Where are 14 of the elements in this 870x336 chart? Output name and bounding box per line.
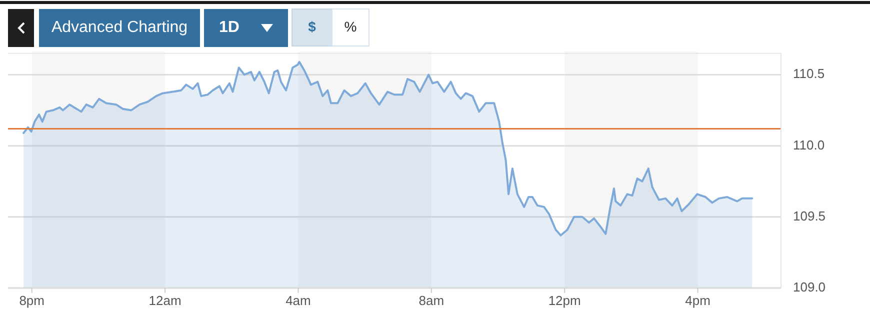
x-tick-label: 8pm [19, 293, 45, 308]
y-tick-label: 110.5 [793, 66, 825, 82]
x-tick-label: 4am [286, 293, 311, 308]
y-tick-label: 110.0 [793, 137, 825, 152]
x-tick-label: 12am [148, 293, 182, 308]
x-tick-label: 12pm [548, 293, 581, 308]
text: $ [308, 18, 316, 35]
text: 1D [219, 19, 240, 36]
y-tick-label: 109.5 [793, 208, 826, 224]
text: Advanced Charting [51, 19, 188, 36]
x-tick-label: 4pm [685, 293, 710, 308]
y-tick-label: 109.0 [793, 279, 826, 294]
text: % [344, 18, 357, 35]
x-tick-label: 8am [418, 293, 444, 308]
